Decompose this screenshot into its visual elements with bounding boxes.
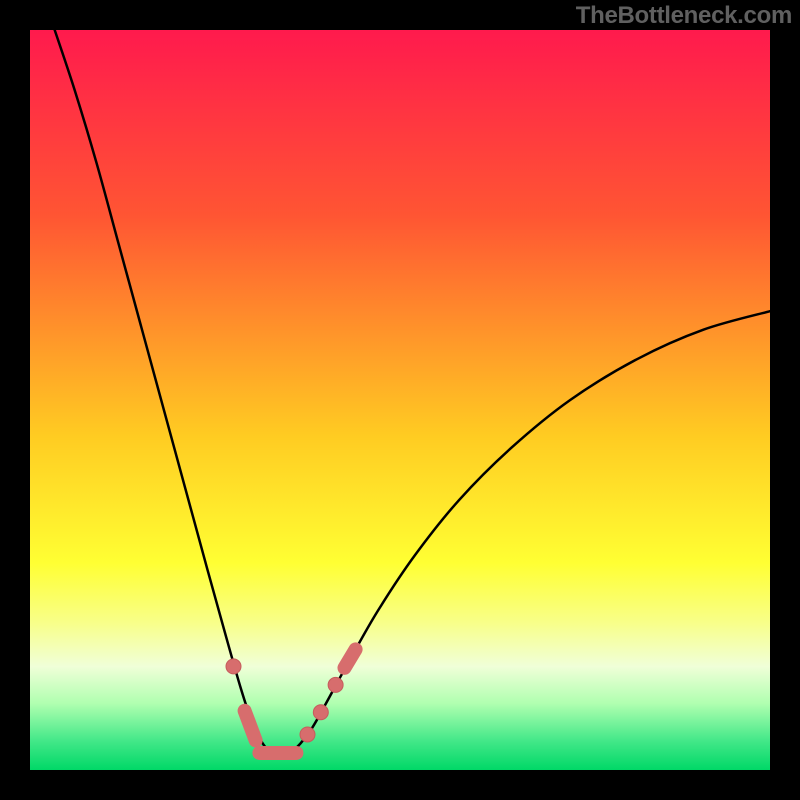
marker-dot bbox=[313, 705, 328, 720]
plot-overlay bbox=[30, 30, 770, 770]
marker-segment bbox=[345, 649, 356, 668]
marker-dot bbox=[300, 727, 315, 742]
chart-stage: TheBottleneck.com bbox=[0, 0, 800, 800]
marker-segment bbox=[245, 711, 256, 741]
watermark-text: TheBottleneck.com bbox=[576, 2, 792, 30]
plot-area bbox=[30, 30, 770, 770]
bottleneck-curve bbox=[52, 23, 770, 757]
marker-dot bbox=[226, 659, 241, 674]
marker-dot bbox=[328, 677, 343, 692]
